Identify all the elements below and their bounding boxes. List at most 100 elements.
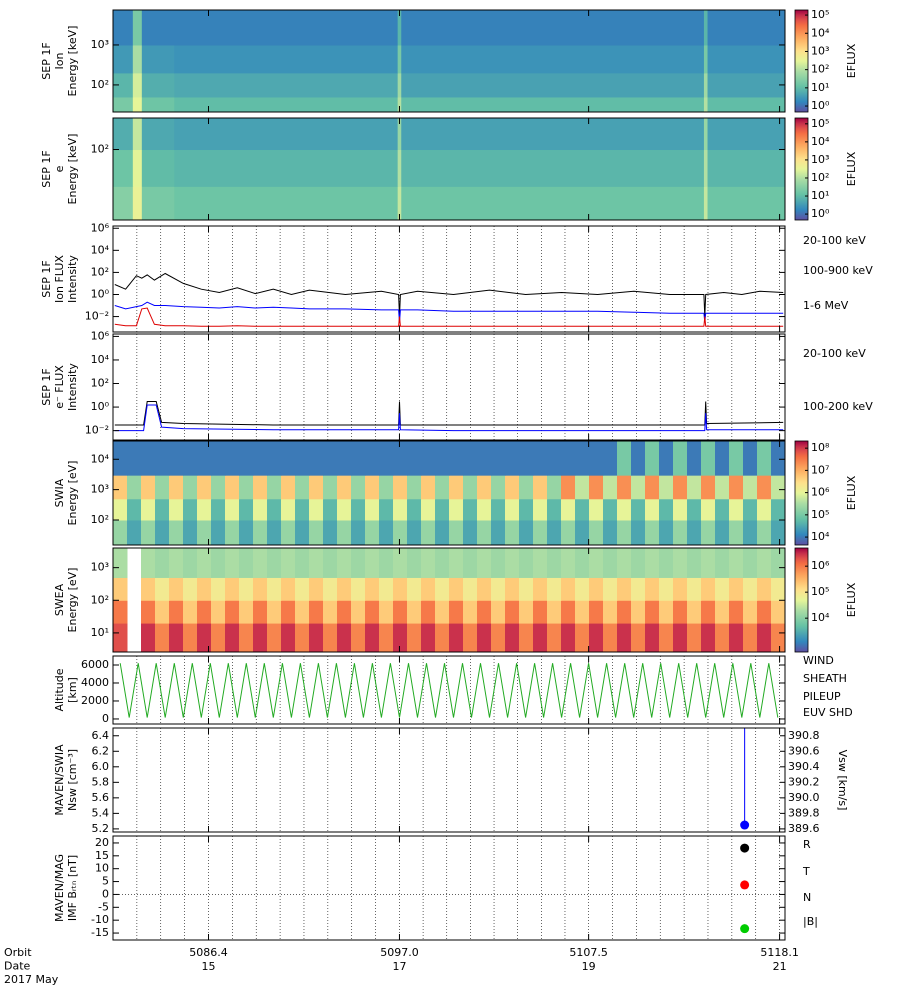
point [740,924,750,934]
spectrogram-cell [393,519,408,545]
series-label: T [802,865,810,878]
spectrogram-cell [113,519,128,545]
spectrogram-cell [659,475,674,500]
spectrogram-cell [603,600,618,624]
spectrogram-cell [771,498,785,521]
spectrogram-cell [323,623,338,652]
spectrogram-cell [715,475,730,500]
spectrogram-cell [281,475,296,500]
spectrogram-cell [401,10,705,46]
spectrogram-cell [645,600,660,624]
spectrogram-cell [701,623,716,652]
spectrogram-cell [225,577,240,601]
spectrogram-cell [323,441,338,476]
spectrogram-cell [729,441,744,476]
y-tick-label: 10² [91,143,109,156]
panel [119,656,780,724]
spectrogram-cell [239,548,254,578]
spectrogram-cell [603,623,618,652]
spectrogram-cell [225,519,240,545]
y-tick-label: 10³ [91,38,109,51]
y-axis-label: MAVEN/SWIA [53,744,66,816]
spectrogram-cell [239,577,254,601]
point [740,880,750,890]
spectrogram-cell [295,498,310,521]
spectrogram-cell [603,441,618,476]
spectrogram-cell [561,441,576,476]
spectrogram-cell [771,441,785,476]
point [740,843,750,853]
spectrogram-cell [401,186,705,220]
y-axis-label: Energy [keV] [66,134,79,205]
spectrogram-cell [211,441,226,476]
spectrogram-cell [617,548,632,578]
spectrogram-cell [132,72,143,98]
spectrogram-cell [351,441,366,476]
spectrogram-cell [393,475,408,500]
spectrogram-cell [295,600,310,624]
y-tick-label: 6000 [81,658,109,671]
spectrogram-cell [211,623,226,652]
spectrogram-cell [407,441,422,476]
spectrogram-cell [477,623,492,652]
spectrogram-cell [617,600,632,624]
series-line [119,663,779,718]
spectrogram-cell [449,623,464,652]
spectrogram-cell [561,577,576,601]
spectrogram-cell [421,577,436,601]
spectrogram-cell [659,498,674,521]
y-axis-label: SWEA [53,583,66,616]
spectrogram-cell [421,548,436,578]
spectrogram-cell [463,548,478,578]
panel-frame [112,835,786,941]
spectrogram-cell [449,577,464,601]
spectrogram-cell [309,475,324,500]
y-tick-label: 10¹ [91,626,109,639]
spectrogram-cell [225,498,240,521]
spectrogram-cell [169,498,184,521]
y-tick-label: -10 [91,913,109,926]
spectrogram-cell [477,600,492,624]
spectrogram-cell [183,498,198,521]
spectrogram-cell [519,577,534,601]
spectrogram-cell [645,548,660,578]
spectrogram-cell [401,96,705,112]
spectrogram-cell [323,475,338,500]
spectrogram-cell [169,475,184,500]
panel [113,548,785,652]
spectrogram-cell [631,519,646,545]
spectrogram-cell [337,519,352,545]
spectrogram-cell [505,623,520,652]
colorbar-tick-label: 10⁵ [811,508,829,521]
spectrogram-cell [575,577,590,601]
spectrogram-cell [351,623,366,652]
series-label: |B| [803,915,818,928]
spectrogram-cell [729,600,744,624]
series-line [114,404,784,432]
y-axis-label: Nsw [cm⁻³] [66,749,79,811]
spectrogram-cell [729,623,744,652]
spectrogram-cell [687,577,702,601]
spectrogram-cell [771,548,785,578]
spectrogram-cell [645,519,660,545]
spectrogram-cell [323,600,338,624]
spectrogram-cell [267,441,282,476]
y-tick-label: 5.2 [92,822,110,835]
spectrogram-cell [183,548,198,578]
spectrogram-cell [757,498,772,521]
x-tick-label: 5118.1 [760,946,799,959]
y-tick-label: 10⁶ [91,329,110,342]
spectrogram-cell [703,72,709,98]
spectrogram-cell [707,72,785,98]
spectrogram-cell [174,72,399,98]
spectrogram-cell [225,623,240,652]
spectrogram-cell [379,498,394,521]
spectrogram-cell [701,498,716,521]
y-tick-label: 5.6 [92,791,110,804]
spectrogram-cell [337,577,352,601]
spectrogram-cell [253,623,268,652]
spectrogram-cell [365,498,380,521]
spectrogram-cell [407,600,422,624]
y-tick-label: 10 [95,862,109,875]
spectrogram-cell [547,600,562,624]
